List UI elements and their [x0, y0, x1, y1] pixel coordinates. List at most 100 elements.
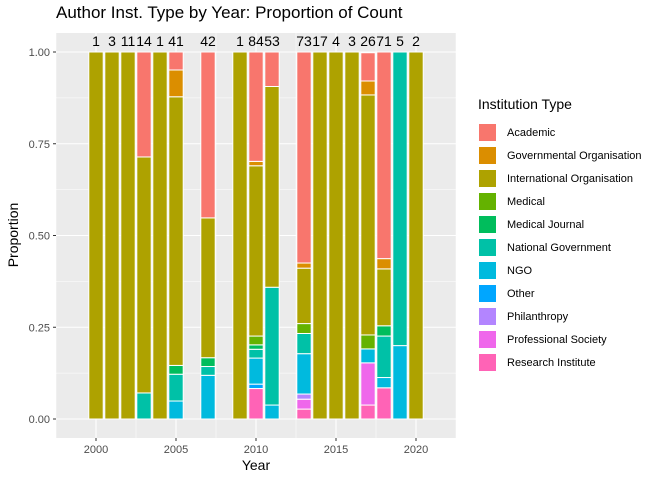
bar-segment-international-organisation: [312, 51, 328, 420]
legend-label: Other: [507, 287, 535, 300]
legend-item: Other: [478, 282, 642, 305]
bar-segment-professional-society: [360, 362, 376, 406]
bar-segment-international-organisation: [344, 51, 360, 420]
bar-segment-international-organisation: [120, 51, 136, 420]
legend-key-swatch: [478, 123, 497, 142]
legend-key-swatch: [478, 307, 497, 326]
bar-segment-academic: [248, 51, 264, 162]
legend-item: Philanthropy: [478, 305, 642, 328]
legend-key-swatch: [478, 169, 497, 188]
bar-2019: [392, 51, 408, 420]
bar-count-label: 2: [412, 33, 420, 49]
legend-label: Philanthropy: [507, 310, 569, 323]
bar-count-label: 1: [92, 33, 100, 49]
bar-2000: [88, 51, 104, 420]
bar-segment-governmental-organisation: [296, 262, 312, 269]
bar-2014: [312, 51, 328, 420]
bar-segment-governmental-organisation: [376, 258, 392, 270]
bar-segment-ngo: [376, 377, 392, 389]
bar-segment-national-government: [168, 373, 184, 402]
bar-count-label: 71: [376, 33, 392, 49]
bar-segment-international-organisation: [296, 267, 312, 325]
bar-segment-governmental-organisation: [168, 69, 184, 98]
bar-count-label: 3: [108, 33, 116, 49]
legend-key-swatch: [478, 261, 497, 280]
legend-key-swatch: [478, 146, 497, 165]
bar-2002: [120, 51, 136, 420]
bar-segment-research-institute: [296, 408, 312, 420]
y-tick-label: 1.00: [29, 47, 50, 59]
legend-label: Governmental Organisation: [507, 149, 642, 162]
bar-segment-academic: [168, 51, 184, 71]
bar-segment-national-government: [264, 286, 280, 406]
bar-segment-national-government: [392, 51, 408, 347]
x-tick-label: 2020: [404, 444, 428, 456]
bar-segment-ngo: [296, 353, 312, 395]
bar-segment-national-government: [136, 392, 152, 420]
bar-segment-national-government: [376, 335, 392, 379]
bar-2016: [344, 51, 360, 420]
bar-segment-international-organisation: [88, 51, 104, 420]
bar-2011: [264, 51, 280, 420]
bar-segment-international-organisation: [104, 51, 120, 420]
bar-segment-international-organisation: [232, 51, 248, 420]
bar-segment-medical-journal: [200, 357, 216, 368]
bar-segment-international-organisation: [264, 85, 280, 288]
bar-segment-professional-society: [296, 398, 312, 410]
bar-segment-ngo: [248, 357, 264, 385]
x-tick-label: 2005: [164, 444, 188, 456]
bar-segment-academic: [136, 51, 152, 158]
bar-segment-ngo: [392, 345, 408, 420]
bar-segment-medical-journal: [168, 364, 184, 375]
bar-2020: [408, 51, 424, 420]
bar-segment-international-organisation: [360, 94, 376, 336]
bar-segment-medical: [248, 335, 264, 346]
bar-count-label: 17: [312, 33, 328, 49]
count-labels-layer: 1 3 11 14 1 41 42 1 84 53 73 17 4 3 26 71 5 2: [92, 33, 420, 49]
legend-item: Research Institute: [478, 351, 642, 374]
bar-segment-philanthropy: [296, 393, 312, 400]
bar-segment-ngo: [360, 348, 376, 364]
bar-count-label: 26: [360, 33, 376, 49]
bars-layer: [88, 51, 424, 420]
legend-item: Medical: [478, 190, 642, 213]
bar-segment-international-organisation: [248, 165, 264, 337]
legend-title: Institution Type: [478, 96, 572, 112]
bar-segment-ngo: [200, 374, 216, 420]
bar-segment-governmental-organisation: [360, 80, 376, 96]
legend-item: International Organisation: [478, 167, 642, 190]
legend-item: Professional Society: [478, 328, 642, 351]
bar-segment-medical-journal: [376, 325, 392, 337]
bar-2007: [200, 51, 216, 420]
y-axis: 0.00 0.25 0.50 0.75 1.00: [29, 47, 56, 426]
y-tick-label: 0.50: [29, 231, 50, 243]
bar-count-label: 1: [156, 33, 164, 49]
bar-count-label: 73: [296, 33, 312, 49]
legend-label: Research Institute: [507, 356, 596, 369]
bar-segment-academic: [296, 51, 312, 264]
legend-label: National Government: [507, 241, 611, 254]
legend-item: Academic: [478, 121, 642, 144]
bar-segment-international-organisation: [152, 51, 168, 420]
bar-count-label: 3: [348, 33, 356, 49]
x-tick-label: 2000: [84, 444, 108, 456]
bar-segment-international-organisation: [168, 96, 184, 366]
bar-segment-international-organisation: [328, 51, 344, 420]
bar-count-label: 53: [264, 33, 280, 49]
bar-count-label: 5: [396, 33, 404, 49]
legend-item: NGO: [478, 259, 642, 282]
x-tick-label: 2010: [244, 444, 268, 456]
bar-segment-research-institute: [360, 404, 376, 420]
legend-label: Professional Society: [507, 333, 607, 346]
bar-segment-research-institute: [376, 387, 392, 420]
bar-2005: [168, 51, 184, 420]
legend-key-swatch: [478, 238, 497, 257]
bar-2017: [360, 52, 376, 420]
legend-item: National Government: [478, 236, 642, 259]
bar-2015: [328, 51, 344, 420]
bar-count-label: 84: [248, 33, 264, 49]
bar-2010: [248, 51, 264, 420]
y-tick-label: 0.75: [29, 139, 50, 151]
legend-key-swatch: [478, 284, 497, 303]
